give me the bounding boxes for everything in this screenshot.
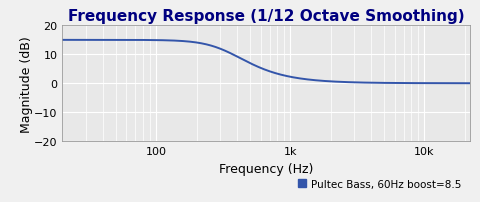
Legend: Pultec Bass, 60Hz boost=8.5: Pultec Bass, 60Hz boost=8.5 bbox=[294, 175, 465, 193]
Y-axis label: Magnitude (dB): Magnitude (dB) bbox=[20, 36, 33, 132]
X-axis label: Frequency (Hz): Frequency (Hz) bbox=[219, 162, 313, 175]
Title: Frequency Response (1/12 Octave Smoothing): Frequency Response (1/12 Octave Smoothin… bbox=[68, 9, 465, 24]
